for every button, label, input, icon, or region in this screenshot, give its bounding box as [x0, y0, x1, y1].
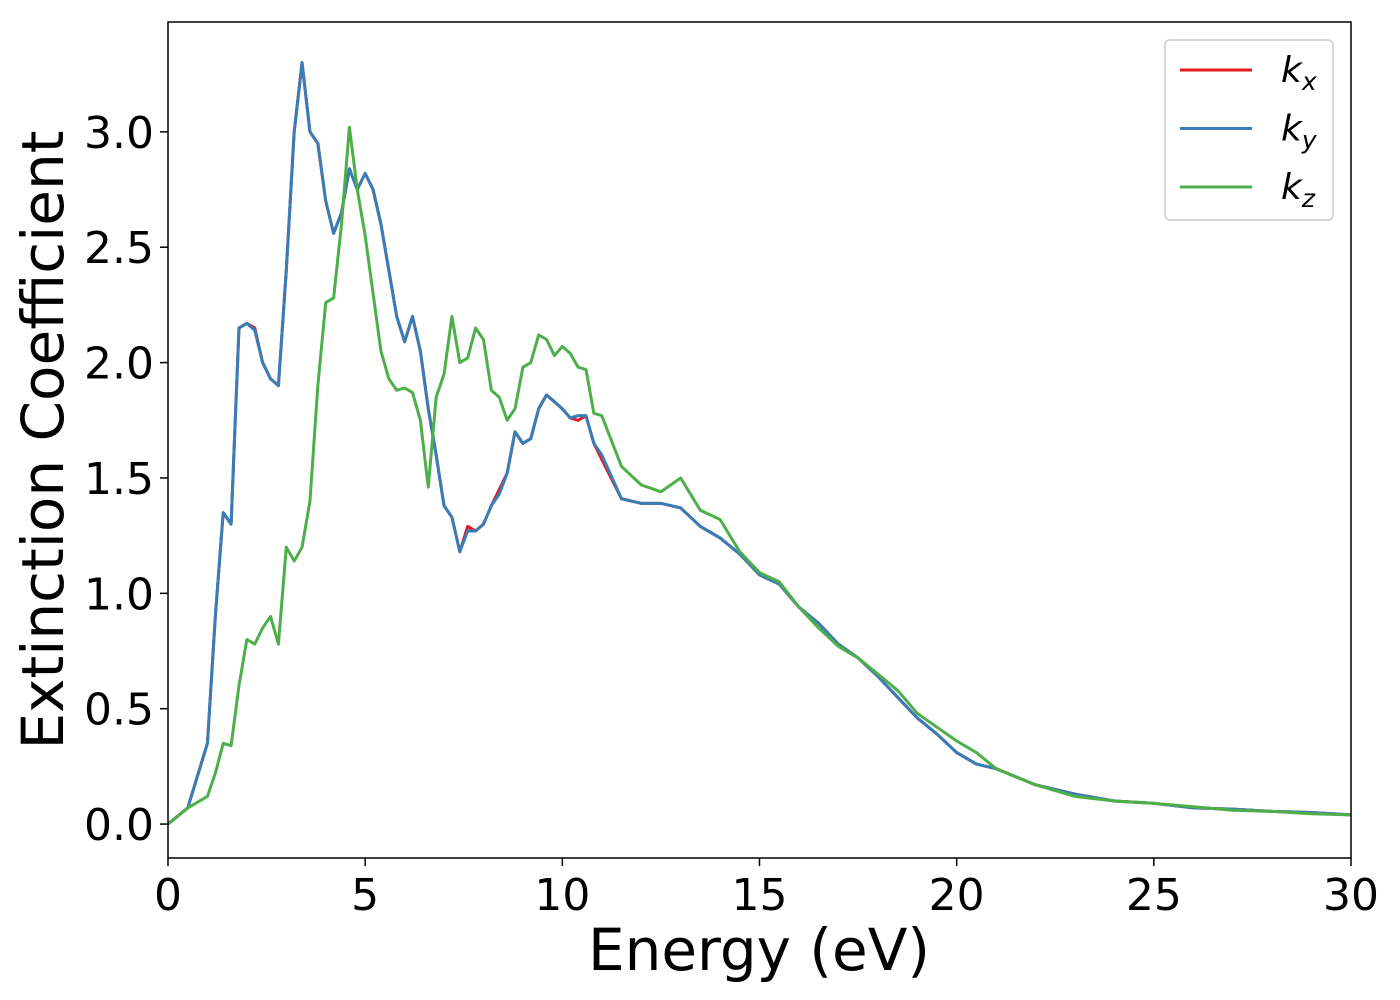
x-tick-label: 30 — [1323, 870, 1379, 921]
y-tick-label: 0.5 — [84, 685, 154, 736]
y-tick-label: 1.5 — [84, 454, 154, 505]
plot-frame — [167, 21, 1352, 859]
y-tick-label: 1.0 — [84, 569, 154, 620]
y-tick-label: 0.0 — [84, 800, 154, 851]
y-tick-label: 3.0 — [84, 108, 154, 159]
legend-label: kx — [1281, 50, 1317, 96]
y-tick-label: 2.5 — [84, 223, 154, 274]
x-tick-label: 25 — [1126, 870, 1182, 921]
x-tick-label: 20 — [929, 870, 985, 921]
y-tick-label: 2.0 — [84, 339, 154, 390]
x-tick-label: 15 — [732, 870, 788, 921]
legend-label: kz — [1281, 167, 1316, 213]
x-tick-label: 10 — [534, 870, 590, 921]
data-line — [168, 61, 1351, 826]
legend-label: ky — [1281, 109, 1318, 155]
x-tick-label: 0 — [154, 870, 182, 921]
x-axis-label: Energy (eV) — [588, 916, 930, 984]
x-tick-label: 5 — [351, 870, 379, 921]
y-axis-label: Extinction Coefficient — [9, 131, 77, 750]
data-line — [168, 125, 1351, 826]
